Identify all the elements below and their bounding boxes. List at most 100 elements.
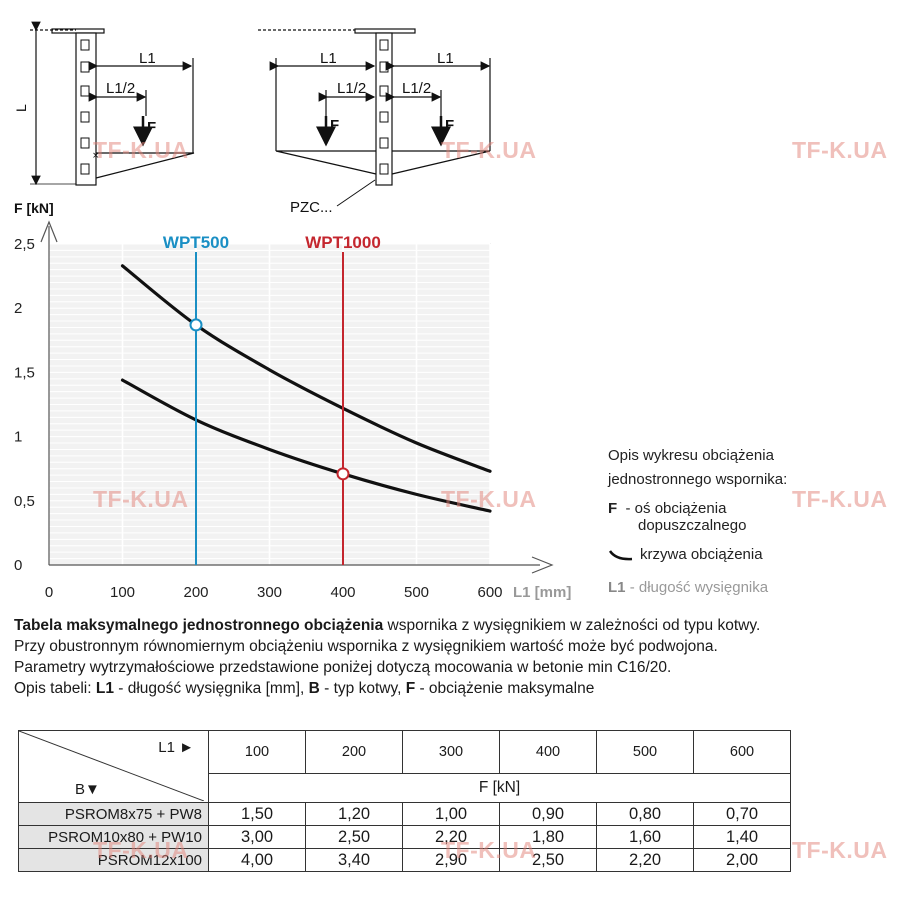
table-cell: 1,40 xyxy=(693,825,791,849)
corner-diagonal xyxy=(19,731,204,801)
diagram-right-f-right: F xyxy=(445,117,454,134)
diagram-pzc-label: PZC... xyxy=(290,199,333,216)
x-tick-label: 0 xyxy=(45,584,53,601)
desc-line4-l1: L1 xyxy=(95,680,114,697)
watermark: TF-K.UA xyxy=(93,837,189,863)
table-cell: 1,00 xyxy=(402,802,500,826)
table-cell: 2,20 xyxy=(402,825,500,849)
col-header: 400 xyxy=(499,730,597,774)
col-header: 600 xyxy=(693,730,791,774)
load-curves xyxy=(120,264,492,513)
legend-l1-entry: L1 - długość wysięgnika xyxy=(608,579,768,596)
table-cell: 2,00 xyxy=(693,848,791,872)
table-cell: 0,90 xyxy=(499,802,597,826)
desc-line2: Przy obustronnym równomiernym obciążeniu… xyxy=(14,638,718,655)
row-label: PSROM12x100 xyxy=(18,848,209,872)
table-cell: 2,50 xyxy=(499,848,597,872)
table-cell: 1,60 xyxy=(596,825,694,849)
table-cell: 1,50 xyxy=(208,802,306,826)
corner-b-label: B▼ xyxy=(75,781,100,798)
row-label: PSROM8x75 + PW8 xyxy=(18,802,209,826)
legend-f-key: F xyxy=(608,500,618,517)
table-cell: 2,50 xyxy=(305,825,403,849)
row-label: PSROM10x80 + PW10 xyxy=(18,825,209,849)
desc-line4-d: - typ kotwy, xyxy=(319,680,406,697)
diagram-right-l1-half-right: L1/2 xyxy=(402,80,431,97)
x-tick-labels: 0 100 200 300 400 500 600 xyxy=(45,584,503,601)
watermark: TF-K.UA xyxy=(441,137,537,163)
diagram-f-label: F xyxy=(147,119,156,136)
legend-title-line1: Opis wykresu obciążenia xyxy=(608,447,774,464)
table-cell: 0,80 xyxy=(596,802,694,826)
x-tick-label: 600 xyxy=(477,584,502,601)
x-tick-label: 300 xyxy=(257,584,282,601)
table-cell: 2,20 xyxy=(596,848,694,872)
y-tick-label: 1,5 xyxy=(14,364,35,381)
col-header: 500 xyxy=(596,730,694,774)
diagram-right-f-left: F xyxy=(330,117,339,134)
legend-l1-key: L1 xyxy=(608,579,626,596)
table-row: PSROM12x100 4,00 3,40 2,90 2,50 2,20 2,0… xyxy=(18,848,791,872)
desc-line4-e: - obciążenie maksymalne xyxy=(415,680,595,697)
y-tick-labels: 0 0,5 1 1,5 2 2,5 xyxy=(14,236,35,574)
desc-line3: Parametry wytrzymałościowe przedstawione… xyxy=(14,659,672,676)
table-cell: 3,40 xyxy=(305,848,403,872)
legend-f-text2: dopuszczalnego xyxy=(638,517,747,534)
y-tick-label: 0,5 xyxy=(14,493,35,510)
axes xyxy=(40,220,554,574)
diagram-right-l1-right: L1 xyxy=(437,50,454,67)
load-curve-2 xyxy=(120,378,492,513)
desc-title-rest: wspornika z wysięgnikiem w zależności od… xyxy=(383,617,761,634)
right-bracket-diagram xyxy=(258,28,491,207)
legend-f-entry: F - oś obciążenia dopuszczalnego xyxy=(608,500,746,534)
load-curve-1 xyxy=(120,264,492,473)
watermark: TF-K.UA xyxy=(441,486,537,512)
x-tick-label: 200 xyxy=(183,584,208,601)
svg-text:×: × xyxy=(92,151,100,161)
y-axis-label: F [kN] xyxy=(14,200,54,216)
curve-swoosh-icon xyxy=(608,550,633,561)
table-row: PSROM8x75 + PW8 1,50 1,20 1,00 0,90 0,80… xyxy=(18,802,791,826)
unit-header: F [kN] xyxy=(208,773,791,803)
corner-l1-label: L1 ► xyxy=(158,739,194,756)
col-header: 100 xyxy=(208,730,306,774)
table-cell: 1,20 xyxy=(305,802,403,826)
wpt-markers: WPT500 WPT1000 xyxy=(163,233,381,565)
desc-line4-f: F xyxy=(405,680,416,697)
col-header: 200 xyxy=(305,730,403,774)
marker-label: WPT1000 xyxy=(305,233,381,252)
watermark: TF-K.UA xyxy=(792,137,888,163)
diagram-l-label: L xyxy=(13,104,29,112)
desc-line4-a: Opis tabeli: xyxy=(14,680,96,697)
diagram-right-l1-left: L1 xyxy=(320,50,337,67)
x-tick-label: 100 xyxy=(110,584,135,601)
y-tick-label: 2 xyxy=(14,300,22,317)
diagram-l1-half-label: L1/2 xyxy=(106,80,135,97)
diagram-right-l1-half-left: L1/2 xyxy=(337,80,366,97)
col-header: 300 xyxy=(402,730,500,774)
left-bracket-diagram: × xyxy=(30,21,195,186)
table-cell: 0,70 xyxy=(693,802,791,826)
legend-title-line2: jednostronnego wspornika: xyxy=(608,471,788,488)
x-tick-label: 500 xyxy=(404,584,429,601)
watermark: TF-K.UA xyxy=(792,486,888,512)
y-tick-label: 2,5 xyxy=(14,236,35,253)
legend-curve-text: krzywa obciążenia xyxy=(640,546,763,563)
table-cell: 3,00 xyxy=(208,825,306,849)
desc-title-bold: Tabela maksymalnego jednostronnego obcią… xyxy=(14,617,384,634)
desc-line4-c: - długość wysięgnika [mm], xyxy=(113,680,309,697)
legend-l1-text: - długość wysięgnika xyxy=(629,579,769,596)
watermark: TF-K.UA xyxy=(441,837,537,863)
y-tick-label: 1 xyxy=(14,429,22,446)
legend-f-text1: - oś obciążenia xyxy=(625,500,727,517)
load-table: L1 ► B▼ 100 200 300 400 500 600 F [kN] P… xyxy=(18,730,791,872)
load-chart: × L L1 L1/2 F L1 L1 L1/2 L1/2 xyxy=(13,21,571,601)
table-corner: L1 ► B▼ xyxy=(18,730,209,803)
legend-curve-entry: krzywa obciążenia xyxy=(608,546,763,563)
x-tick-label: 400 xyxy=(330,584,355,601)
watermark: TF-K.UA xyxy=(93,137,189,163)
watermark: TF-K.UA xyxy=(93,486,189,512)
marker-point xyxy=(189,318,203,332)
y-tick-label: 0 xyxy=(14,557,22,574)
x-axis-label: L1 [mm] xyxy=(513,584,571,601)
